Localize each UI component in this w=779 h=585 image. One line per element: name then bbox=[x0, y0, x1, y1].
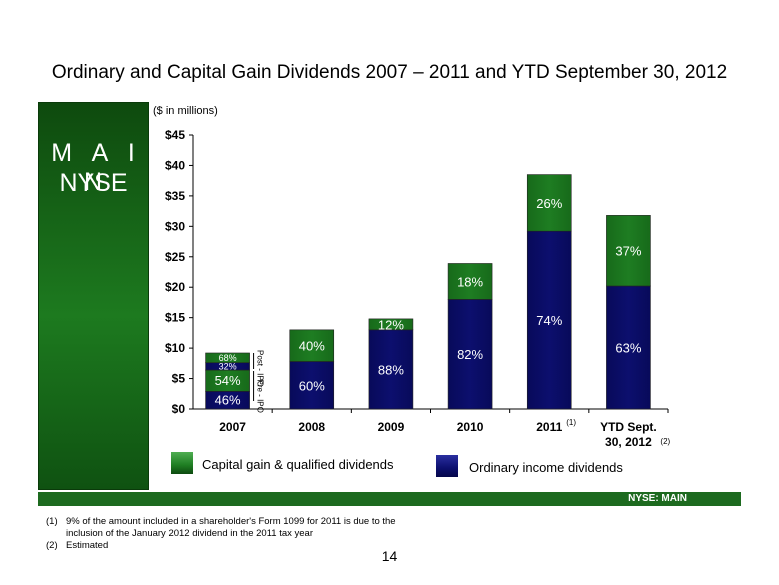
footnote-1-text: 9% of the amount included in a sharehold… bbox=[66, 516, 396, 539]
y-tick-label: $20 bbox=[165, 280, 185, 294]
bar-label: 54% bbox=[215, 373, 241, 388]
chart-title: Ordinary and Capital Gain Dividends 2007… bbox=[51, 62, 728, 83]
bar-chart: $0 $5 $10 $15 $20 $25 $30 $35 $40 $45 2007 2008 2009… bbox=[165, 128, 671, 449]
bar-label-capital-gain: 26% bbox=[536, 196, 562, 211]
legend-label-ordinary-income: Ordinary income dividends bbox=[469, 460, 623, 475]
footnote-1-num: (1) bbox=[46, 516, 58, 527]
bar-label-ordinary: 82% bbox=[457, 347, 483, 362]
y-tick-label: $35 bbox=[165, 189, 185, 203]
bar-ordinary-3 bbox=[447, 299, 493, 410]
bar-ordinary-5 bbox=[606, 285, 651, 410]
bar-label: 46% bbox=[215, 393, 241, 408]
x-tick-label: 2009 bbox=[378, 420, 405, 434]
x-tick-label: YTD Sept. 30, 2012 bbox=[600, 420, 657, 449]
x-tick-superscript: (2) bbox=[660, 437, 670, 446]
page-number: 14 bbox=[381, 548, 398, 564]
footer-ticker: NYSE: MAIN bbox=[628, 493, 687, 504]
bar-label-ordinary: 74% bbox=[536, 313, 562, 328]
y-tick-label: $25 bbox=[165, 250, 185, 264]
footer-bar: NYSE: MAIN bbox=[38, 492, 741, 506]
bar-label-capital-gain: 12% bbox=[378, 317, 404, 332]
bar-label: 32% bbox=[219, 362, 237, 372]
bar-ordinary-2 bbox=[368, 329, 414, 410]
bar-label-capital-gain: 37% bbox=[615, 244, 641, 259]
side-panel: M A I N NYSE bbox=[38, 102, 149, 490]
legend-swatch-capital-gain bbox=[171, 452, 193, 474]
y-tick-label: $0 bbox=[172, 402, 186, 416]
x-tick-superscript: (1) bbox=[566, 418, 576, 427]
post-ipo-tag: Post - IPO bbox=[256, 350, 265, 387]
bar-capital-gain-5 bbox=[606, 215, 651, 287]
units-note: ($ in millions) bbox=[153, 105, 218, 117]
bar-capital-gain-2 bbox=[368, 318, 414, 331]
bar-label-capital-gain: 18% bbox=[457, 274, 483, 289]
bar-2007-post-ipo-capital-gain bbox=[205, 352, 250, 364]
x-tick-label: 2008 bbox=[298, 420, 325, 434]
side-panel-main: M A I N bbox=[51, 139, 142, 196]
legend-swatch-ordinary-income bbox=[436, 455, 458, 477]
bar-ordinary-4 bbox=[526, 230, 572, 410]
x-tick-label: 2011 bbox=[536, 420, 562, 434]
x-tick-label: 2007 bbox=[219, 420, 246, 434]
y-tick-label: $40 bbox=[165, 158, 185, 172]
footnote-2-text: Estimated bbox=[66, 540, 109, 551]
bar-label-capital-gain: 40% bbox=[299, 339, 325, 354]
legend-label-capital-gain: Capital gain & qualified dividends bbox=[202, 457, 394, 472]
bar-label-ordinary: 63% bbox=[615, 341, 641, 356]
bar-label-ordinary: 88% bbox=[378, 362, 404, 377]
bar-label-ordinary: 60% bbox=[299, 378, 325, 393]
footnote-2-num: (2) bbox=[46, 540, 58, 551]
bar-capital-gain-4 bbox=[526, 174, 572, 232]
y-tick-label: $30 bbox=[165, 219, 185, 233]
bar-label: 68% bbox=[219, 353, 237, 363]
y-tick-label: $45 bbox=[165, 128, 185, 142]
bar-ordinary-1 bbox=[289, 361, 335, 410]
x-tick-label: 2010 bbox=[457, 420, 484, 434]
bar-capital-gain-1 bbox=[289, 329, 335, 362]
y-tick-label: $10 bbox=[165, 341, 185, 355]
bar-capital-gain-3 bbox=[447, 263, 493, 300]
pre-ipo-tag: Pre - IPO bbox=[256, 380, 265, 413]
y-tick-label: $5 bbox=[172, 372, 186, 386]
side-panel-nyse: NYSE bbox=[59, 169, 128, 197]
y-tick-label: $15 bbox=[165, 311, 185, 325]
